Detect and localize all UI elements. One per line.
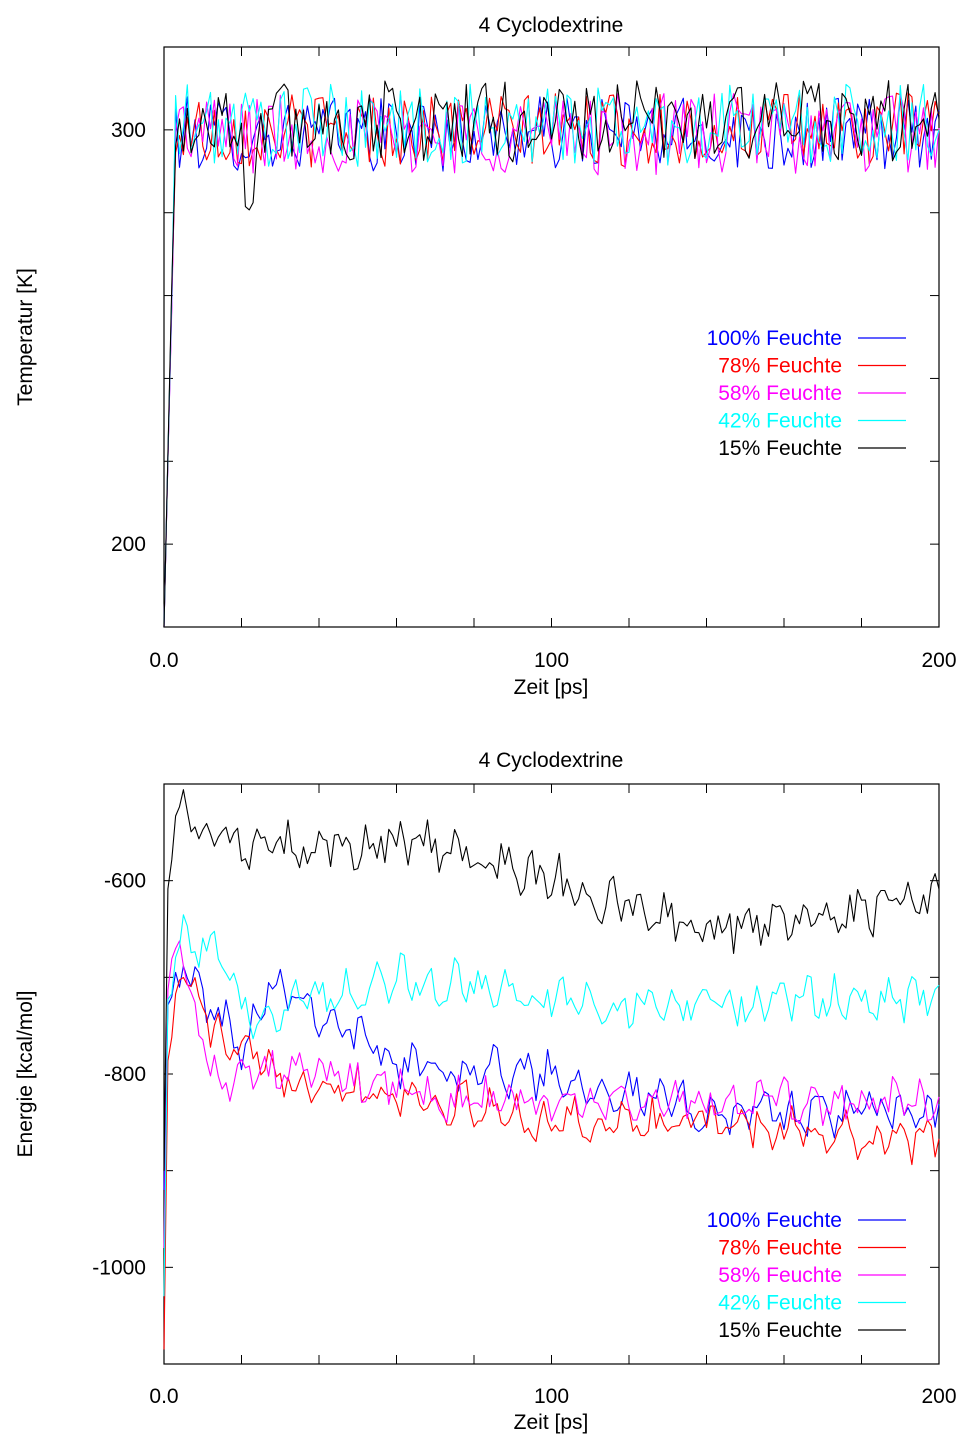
y-tick-label: -1000 xyxy=(92,1256,146,1279)
legend: 100% Feuchte 78% Feuchte 58% Feuchte 42% Fe… xyxy=(707,327,906,460)
y-tick-label: -800 xyxy=(104,1063,146,1086)
series-line xyxy=(163,789,940,1171)
x-axis-label: Zeit [ps] xyxy=(514,676,589,699)
x-axis-label: Zeit [ps] xyxy=(514,1411,589,1434)
y-tick-label: 200 xyxy=(111,533,146,556)
series-layer xyxy=(163,80,940,628)
legend-label: 78% Feuchte xyxy=(718,1237,842,1260)
y-tick-label: -600 xyxy=(104,870,146,893)
series-line xyxy=(163,914,940,1297)
series-line xyxy=(163,80,940,628)
tick-layer: 0.0 100 200 200 300 xyxy=(111,47,957,672)
x-tick-label: 100 xyxy=(534,1385,569,1408)
legend-label: 78% Feuchte xyxy=(718,355,842,378)
temperature-chart: 4 Cyclodextrine Zeit [ps] Temperatur [K]… xyxy=(14,14,957,699)
legend-label: 42% Feuchte xyxy=(718,1292,842,1315)
x-tick-label: 0.0 xyxy=(149,649,178,672)
y-axis-label: Temperatur [K] xyxy=(14,268,37,406)
x-tick-label: 200 xyxy=(921,649,956,672)
energy-chart: 4 Cyclodextrine Zeit [ps] Energie [kcal/… xyxy=(14,749,957,1434)
chart-title: 4 Cyclodextrine xyxy=(479,14,624,37)
series-layer xyxy=(163,789,940,1350)
legend-label: 15% Feuchte xyxy=(718,437,842,460)
legend-label: 58% Feuchte xyxy=(718,382,842,405)
legend-label: 100% Feuchte xyxy=(707,1209,842,1232)
y-axis-label: Energie [kcal/mol] xyxy=(14,991,37,1158)
tick-layer: 0.0 100 200 -600 -800 -1000 xyxy=(92,784,957,1408)
x-tick-label: 0.0 xyxy=(149,1385,178,1408)
x-tick-label: 100 xyxy=(534,649,569,672)
series-line xyxy=(163,976,940,1350)
series-line xyxy=(163,965,940,1191)
legend-label: 100% Feuchte xyxy=(707,327,842,350)
series-line xyxy=(163,940,940,1249)
legend: 100% Feuchte 78% Feuchte 58% Feuchte 42% Fe… xyxy=(707,1209,906,1342)
legend-label: 58% Feuchte xyxy=(718,1264,842,1287)
x-tick-label: 200 xyxy=(921,1385,956,1408)
legend-label: 42% Feuchte xyxy=(718,410,842,433)
chart-title: 4 Cyclodextrine xyxy=(479,749,624,772)
y-tick-label: 300 xyxy=(111,119,146,142)
legend-label: 15% Feuchte xyxy=(718,1319,842,1342)
